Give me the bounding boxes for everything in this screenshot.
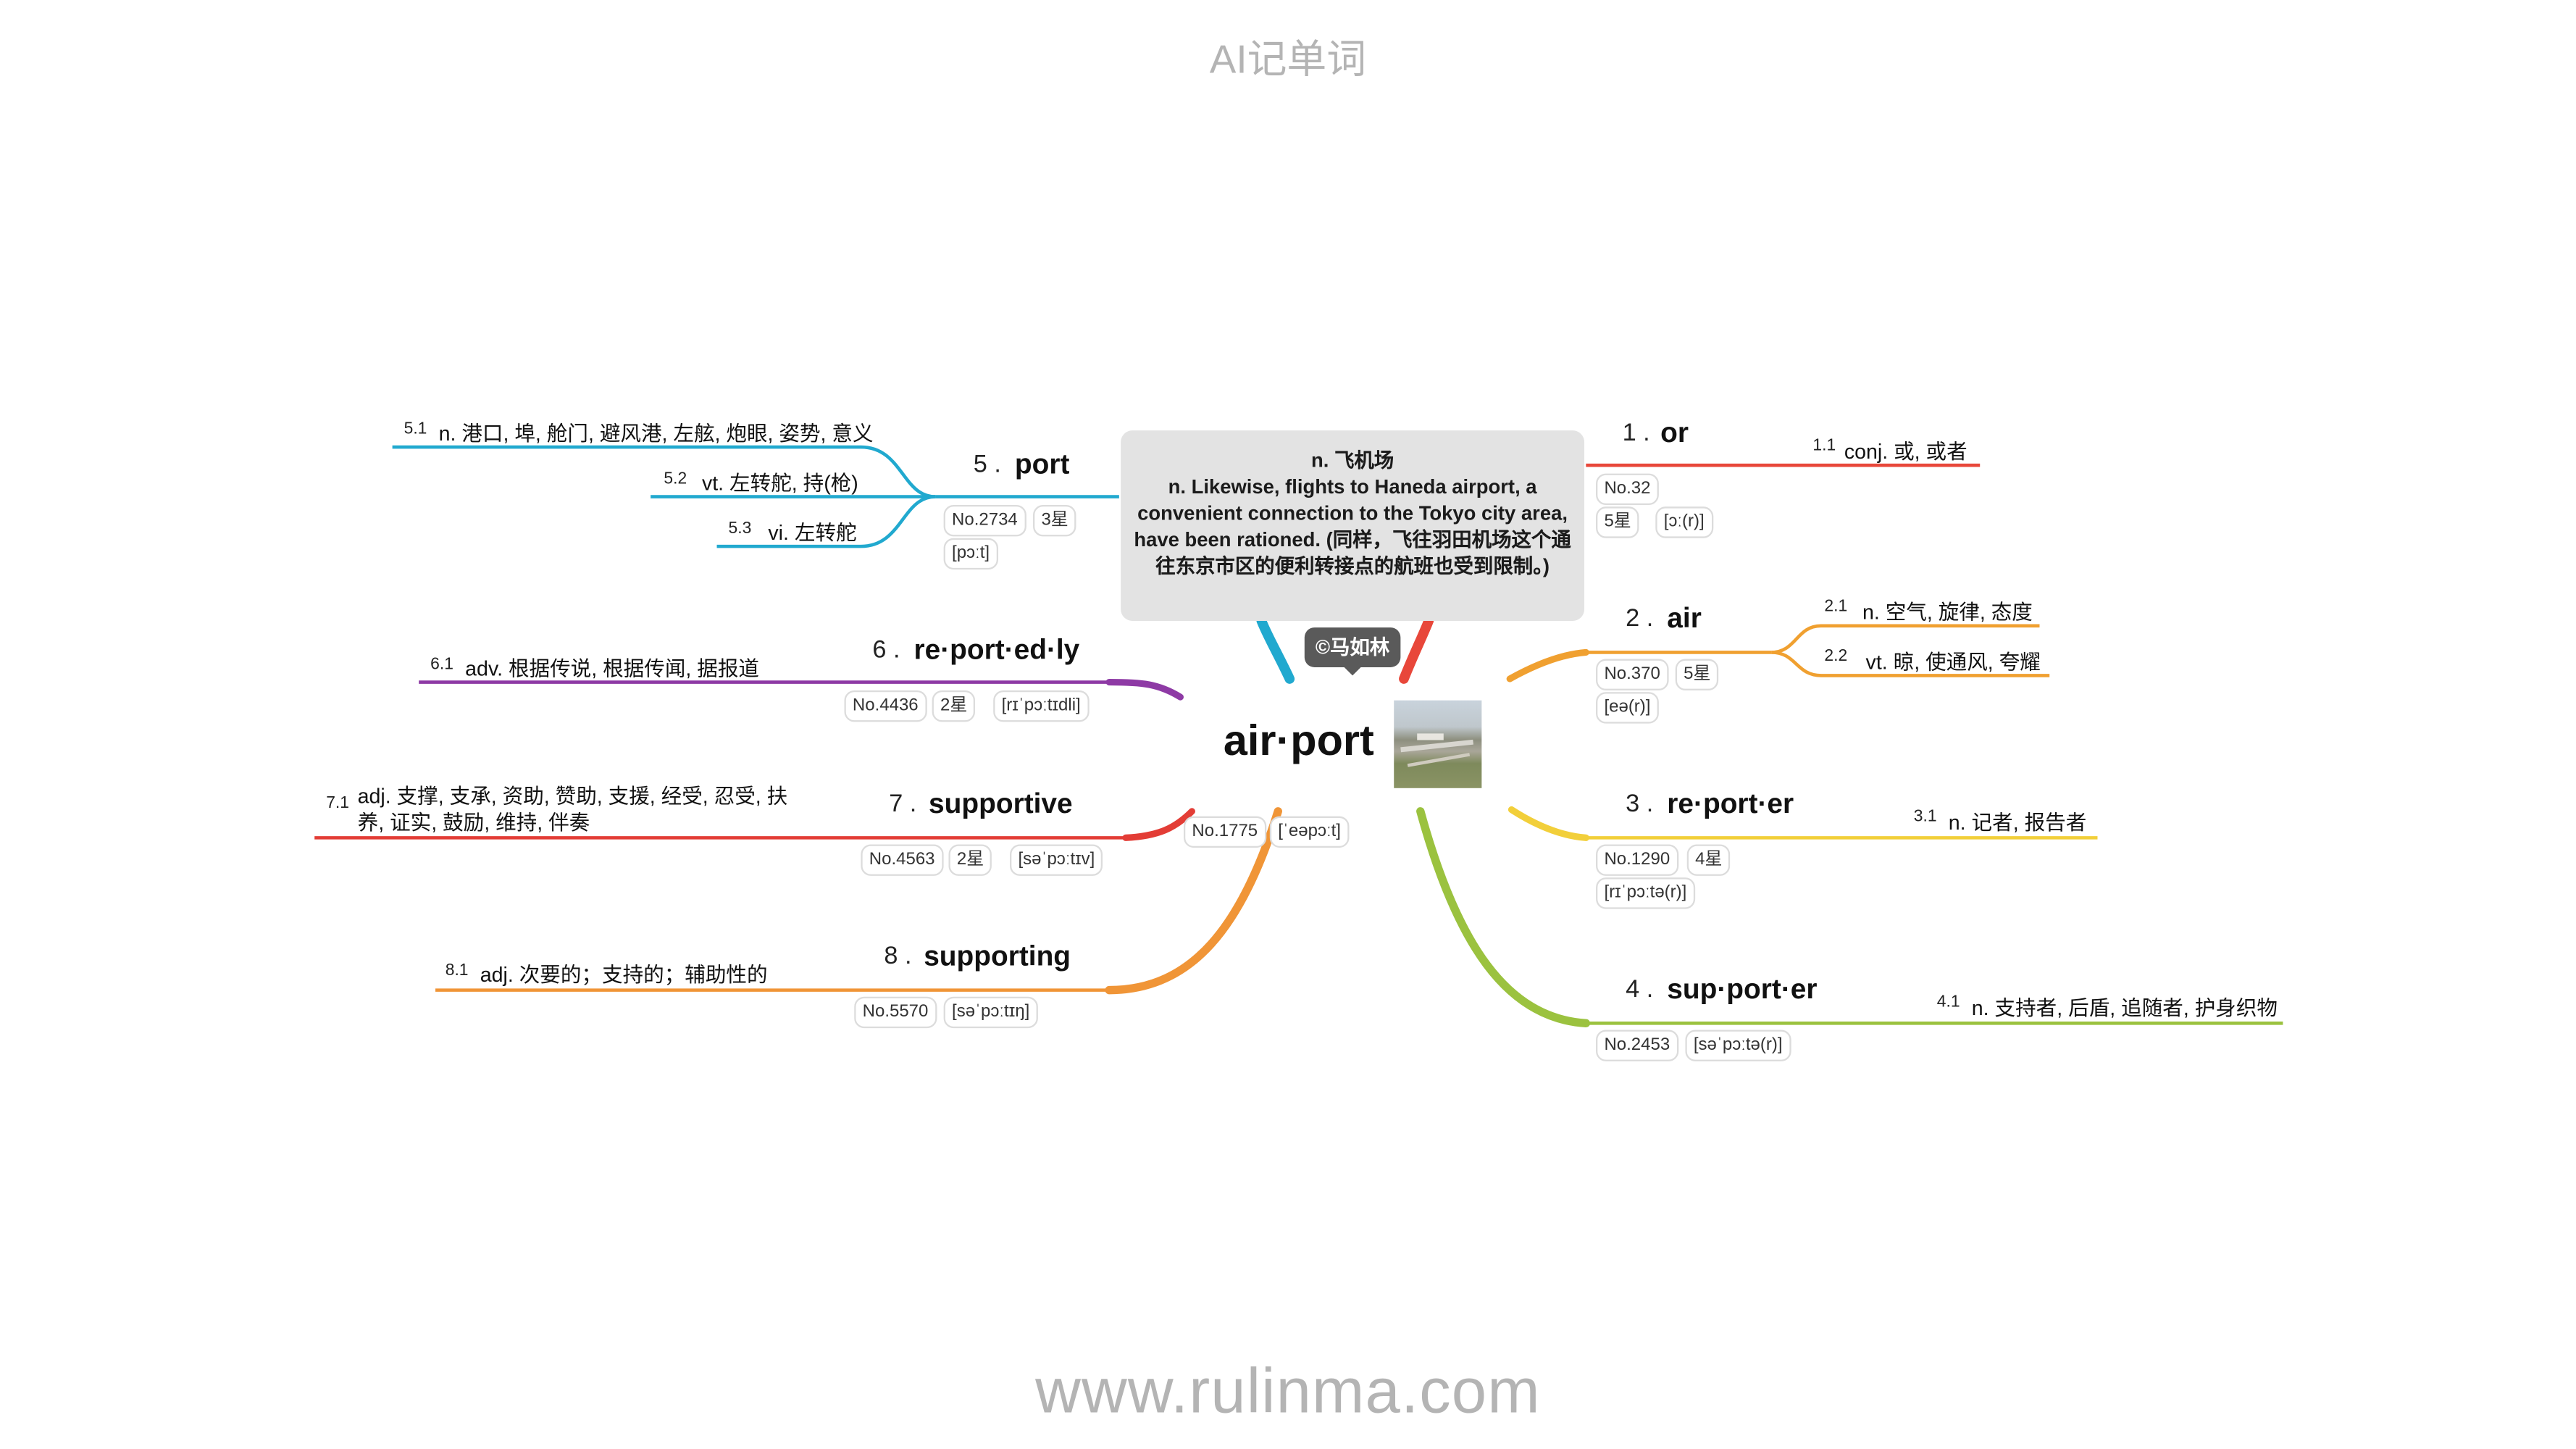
branch-7-word[interactable]: supportive: [929, 788, 1073, 820]
note-line-2: n. Likewise, flights to Haneda airport, …: [1134, 475, 1571, 578]
branch-1-number: 1 .: [1622, 419, 1650, 448]
branch-2-word[interactable]: air: [1667, 602, 1702, 635]
branch-2-tag-stars: 5星: [1675, 659, 1719, 690]
sub-7-1-number: 7.1: [326, 794, 349, 814]
branch-3-tag-stars: 4星: [1686, 844, 1731, 876]
branch-8-number: 8 .: [884, 942, 912, 971]
sub-7-1-text-line-1[interactable]: adj. 支撑, 支承, 资助, 赞助, 支援, 经受, 忍受, 扶: [357, 785, 788, 809]
branch-2-tag-phonetic: [eə(r)]: [1596, 692, 1659, 724]
copyright-badge-pointer: [1342, 665, 1363, 676]
trunk-branch-3: [1507, 806, 1589, 841]
branch-7-tag-stars: 2星: [948, 844, 992, 876]
branch-1-tag-phonetic: [ɔː(r)]: [1655, 506, 1713, 538]
copyright-badge: ©马如林: [1304, 627, 1401, 667]
sub-5-1-text[interactable]: n. 港口, 埠, 舱门, 避风港, 左舷, 炮眼, 姿势, 意义: [438, 422, 874, 446]
trunk-branch-7: [1122, 808, 1195, 841]
branch-5-tag-stars: 3星: [1033, 505, 1077, 537]
sub-8-1-text[interactable]: adj. 次要的；支持的；辅助性的: [480, 964, 768, 987]
sub-5-3-number: 5.3: [728, 519, 752, 538]
sub-2-2-text[interactable]: vt. 晾, 使通风, 夸耀: [1865, 651, 2041, 675]
branch-4-number: 4 .: [1626, 975, 1654, 1003]
sub-5-3-text[interactable]: vi. 左转舵: [768, 521, 857, 545]
sub-3-1-text[interactable]: n. 记者, 报告者: [1948, 811, 2087, 835]
branch-3-word[interactable]: re·port·er: [1667, 788, 1794, 820]
root-phonetic-tag: [ˈeəpɔːt]: [1269, 816, 1350, 848]
trunk-branch-4: [1416, 807, 1591, 1028]
branch-5-number: 5 .: [973, 450, 1001, 479]
branch-4-tag-phonetic: [səˈpɔːtə(r)]: [1685, 1030, 1791, 1061]
branch-7-tag-no: No.4563: [861, 844, 943, 876]
definition-note: n. 飞机场 n. Likewise, flights to Haneda ai…: [1121, 430, 1585, 621]
branch-6-tag-phonetic: [rɪˈpɔːtɪdli]: [993, 690, 1090, 722]
branch-6-word[interactable]: re·port·ed·ly: [913, 634, 1080, 666]
branch-3-number: 3 .: [1626, 790, 1654, 818]
branch-2-number: 2 .: [1626, 604, 1654, 632]
airport-photo: [1394, 700, 1482, 788]
trunk-branch-8: [1105, 807, 1282, 995]
sub-2-1-number: 2.1: [1824, 597, 1848, 617]
page-header-title: AI记单词: [1209, 38, 1367, 83]
branch-6-number: 6 .: [872, 635, 900, 664]
branch-1-tag-no: No.32: [1596, 473, 1659, 506]
trunk-branch-6: [1105, 678, 1184, 701]
sub-1-1-number: 1.1: [1812, 437, 1836, 456]
branch-8-word[interactable]: supporting: [924, 940, 1071, 972]
sub-4-1-number: 4.1: [1936, 993, 1960, 1012]
branch-6-tag-no: No.4436: [844, 690, 927, 722]
note-line-1: n. 飞机场: [1310, 448, 1394, 472]
branch-7-tag-phonetic: [səˈpɔːtɪv]: [1010, 844, 1103, 876]
sub-5-1-number: 5.1: [403, 420, 427, 439]
branch-4-tag-no: No.2453: [1596, 1030, 1678, 1061]
sub-1-1-text[interactable]: conj. 或, 或者: [1844, 440, 1967, 464]
branch-2-tag-no: No.370: [1596, 659, 1669, 690]
branch-5-tag-phonetic: [pɔːt]: [943, 538, 998, 570]
sub-4-1-text[interactable]: n. 支持者, 后盾, 追随者, 护身织物: [1971, 996, 2278, 1020]
trunk-branch-2: [1506, 648, 1589, 682]
branch-5-word[interactable]: port: [1014, 448, 1070, 480]
sub-2-2-number: 2.2: [1824, 647, 1848, 666]
branch-7-number: 7 .: [889, 790, 917, 818]
sub-3-1-number: 3.1: [1913, 808, 1937, 827]
branch-8-tag-phonetic: [səˈpɔːtɪŋ]: [943, 996, 1038, 1029]
branch-1-tag-stars: 5星: [1596, 506, 1640, 538]
footer-url[interactable]: www.rulinma.com: [1035, 1357, 1541, 1427]
root-no-tag: No.1775: [1183, 816, 1266, 848]
sub-6-1-text[interactable]: adv. 根据传说, 根据传闻, 据报道: [465, 657, 759, 681]
sub-5-2-text[interactable]: vt. 左转舵, 持(枪): [701, 472, 858, 496]
sub-6-1-number: 6.1: [430, 655, 453, 675]
trunk-branch-1: [1399, 616, 1434, 684]
branch-1-word[interactable]: or: [1660, 417, 1689, 449]
branch-4-word[interactable]: sup·port·er: [1667, 973, 1818, 1006]
sub-7-1-text-line-2[interactable]: 养, 证实, 鼓励, 维持, 伴奏: [357, 811, 590, 835]
sub-8-1-number: 8.1: [445, 961, 469, 980]
sub-2-1-text[interactable]: n. 空气, 旋律, 态度: [1862, 601, 2033, 625]
branch-3-tag-phonetic: [rɪˈpɔːtə(r)]: [1596, 877, 1695, 909]
sub-5-2-number: 5.2: [664, 470, 687, 489]
root-word[interactable]: air·port: [1223, 715, 1374, 765]
branch-8-tag-no: No.5570: [854, 996, 937, 1029]
branch-6-tag-stars: 2星: [932, 690, 976, 722]
branch-5-tag-no: No.2734: [943, 505, 1026, 537]
branch-3-tag-no: No.1290: [1596, 844, 1678, 876]
trunk-branch-5: [1256, 616, 1295, 684]
